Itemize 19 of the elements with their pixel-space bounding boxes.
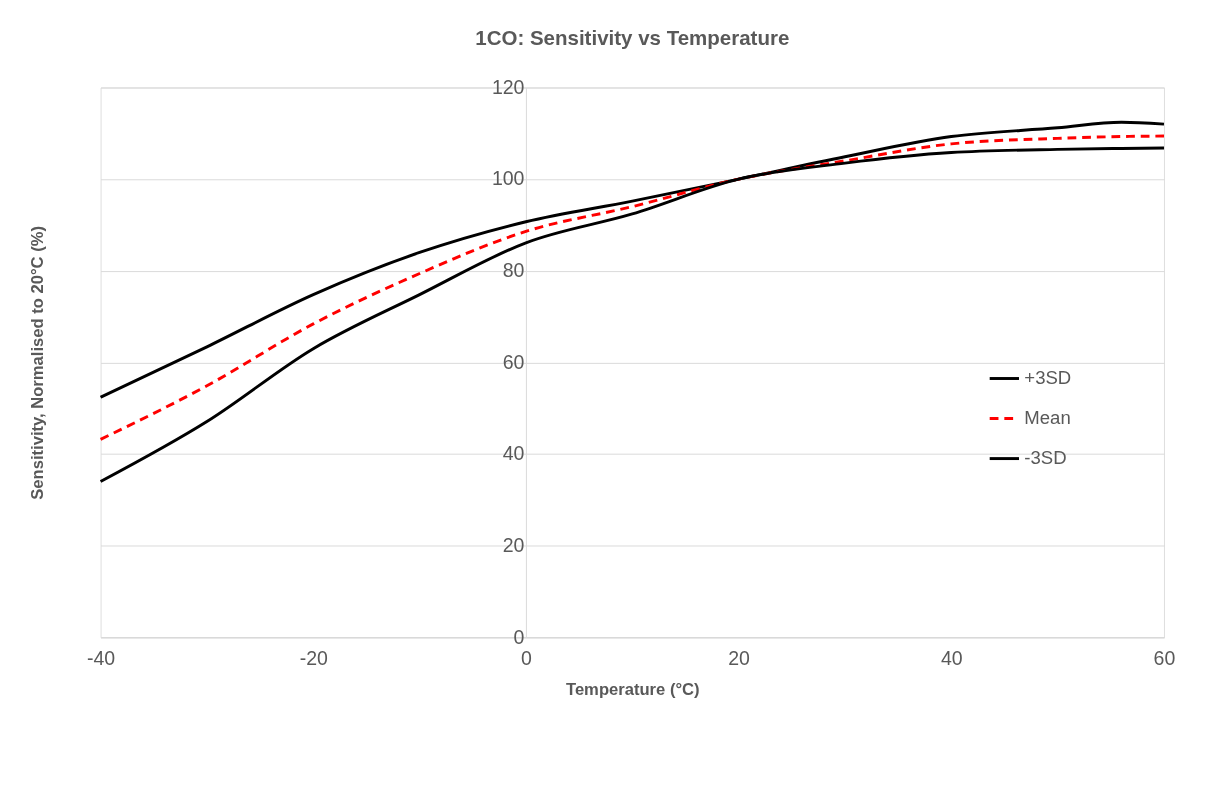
y-tick-label: 60 <box>502 350 525 373</box>
y-axis-title: Sensitivity, Normalised to 20°C (%) <box>28 226 48 500</box>
x-tick-label: 20 <box>728 647 751 670</box>
x-tick-label: 60 <box>1153 647 1176 670</box>
line-series <box>99 134 1166 441</box>
y-tick-label: 20 <box>502 534 525 556</box>
x-axis-title: Temperature (°C) <box>565 680 700 700</box>
y-tick-label: 100 <box>491 167 525 190</box>
x-tick-label: -40 <box>86 647 116 670</box>
chart-title: 1CO: Sensitivity vs Temperature <box>475 25 790 49</box>
y-tick-label: 0 <box>513 625 525 648</box>
x-tick-label: -20 <box>299 647 328 670</box>
y-tick-label: 80 <box>502 259 525 282</box>
legend-label: +3SD <box>1024 367 1072 389</box>
y-tick-label: 40 <box>502 442 525 465</box>
legend-label: Mean <box>1024 407 1071 429</box>
x-tick-label: 40 <box>940 647 963 670</box>
legend-label: -3SD <box>1024 447 1067 469</box>
y-tick-label: 120 <box>491 75 525 98</box>
